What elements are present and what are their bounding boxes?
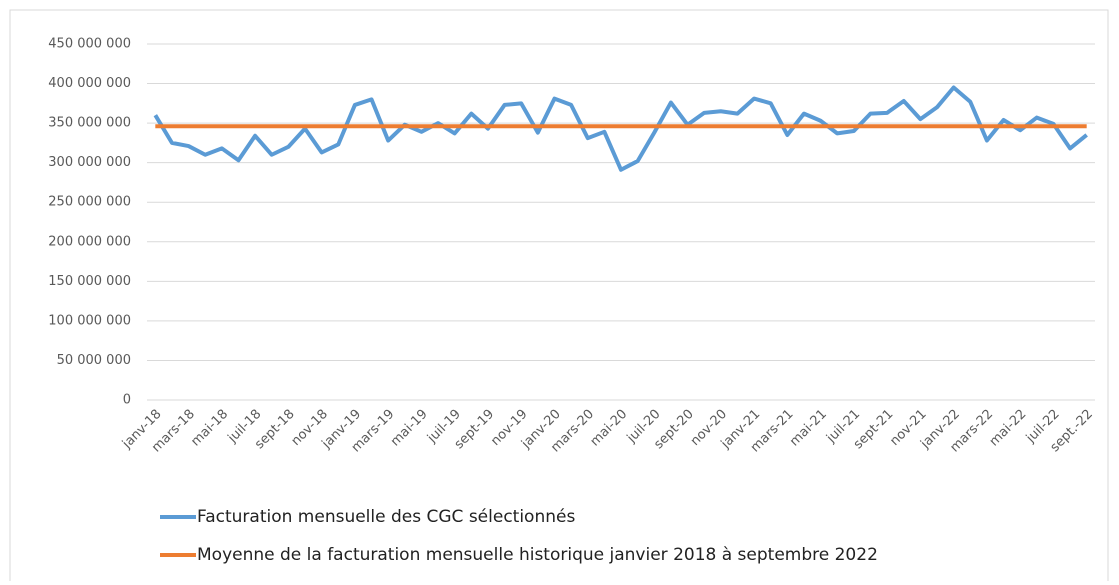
y-tick-label: 150 000 000 [48,274,131,289]
y-tick-label: 350 000 000 [48,116,131,131]
y-tick-label: 400 000 000 [48,76,131,91]
y-tick-label: 0 [123,393,131,408]
chart-border [9,9,1109,585]
y-tick-label: 200 000 000 [48,234,131,249]
y-tick-label: 250 000 000 [48,195,131,210]
legend-label: Moyenne de la facturation mensuelle hist… [197,545,878,565]
y-tick-label: 50 000 000 [57,353,131,368]
y-tick-label: 300 000 000 [48,155,131,170]
series-line [153,85,1088,172]
y-tick-label: 450 000 000 [48,37,131,52]
legend-label: Facturation mensuelle des CGC sélectionn… [197,507,575,527]
y-tick-label: 100 000 000 [48,313,131,328]
